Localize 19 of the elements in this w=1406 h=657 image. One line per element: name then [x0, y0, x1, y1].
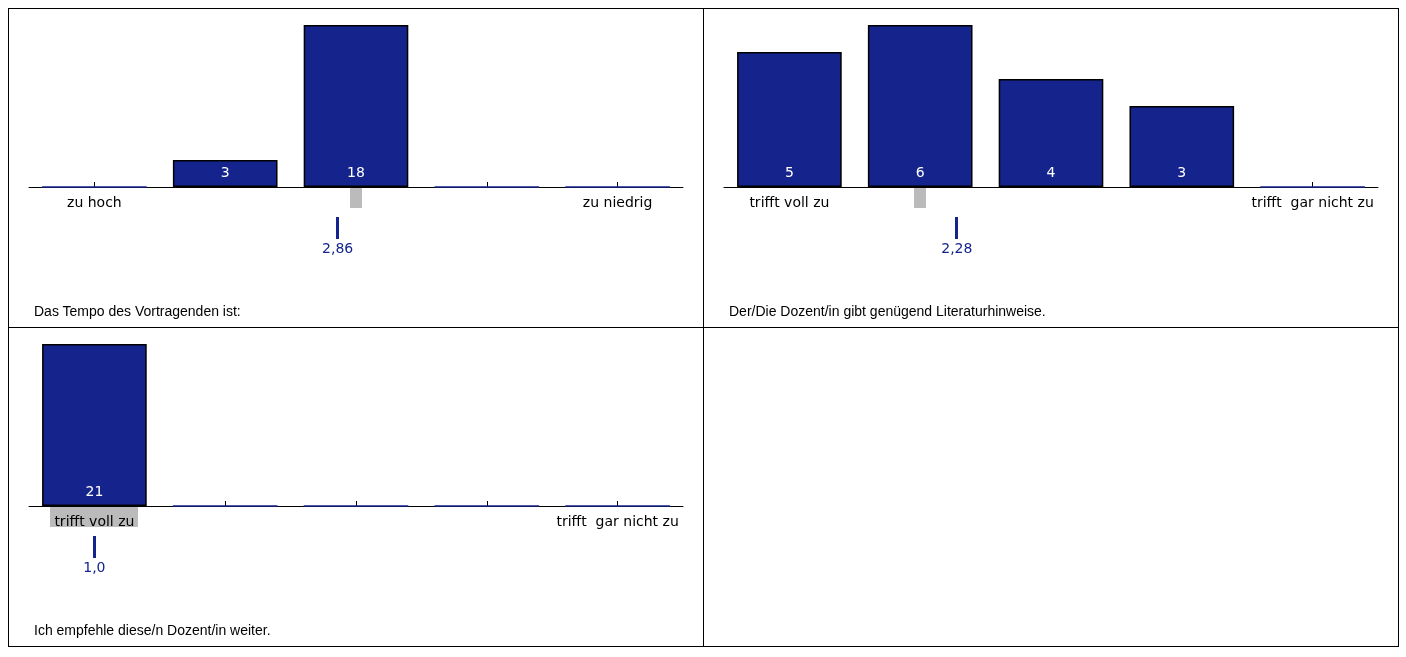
text: Das Tempo des Vortragenden ist:: [34, 303, 241, 319]
text: Der/Die Dozent/in gibt genügend Literaturhinweise.: [729, 303, 1046, 319]
text: Ich empfehle diese/n Dozent/in weiter.: [34, 622, 271, 638]
x-tick-label: zu hoch: [67, 194, 122, 210]
x-tick-label: trifft voll zu: [749, 194, 830, 210]
x-tick-label: trifft gar nicht zu: [1251, 194, 1374, 210]
x-tick-label: trifft gar nicht zu: [556, 513, 679, 529]
data-label: 5: [784, 164, 794, 180]
data-label: 6: [915, 164, 925, 180]
data-label: 3: [1177, 164, 1187, 180]
data-label: 18: [347, 164, 365, 180]
text: 2,28: [940, 240, 974, 256]
x-tick-label: trifft voll zu: [54, 513, 135, 529]
data-label: 3: [220, 164, 230, 180]
data-label: 21: [85, 483, 104, 499]
x-tick-label: zu niedrig: [582, 194, 653, 210]
text: 2,86: [321, 240, 355, 256]
data-label: 4: [1046, 164, 1056, 180]
text: 1,0: [82, 559, 107, 575]
